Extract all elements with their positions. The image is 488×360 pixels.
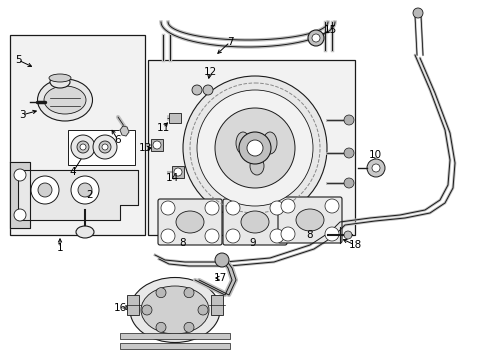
- Text: 17: 17: [213, 273, 226, 283]
- Ellipse shape: [263, 132, 276, 154]
- Bar: [10, 35, 145, 235]
- Circle shape: [14, 209, 26, 221]
- Circle shape: [102, 144, 108, 150]
- Text: 4: 4: [70, 167, 76, 177]
- Bar: [210, 295, 223, 315]
- Ellipse shape: [141, 286, 208, 334]
- Text: 12: 12: [203, 67, 216, 77]
- Bar: [120, 343, 229, 349]
- Bar: [169, 113, 181, 123]
- Bar: [127, 295, 139, 315]
- Circle shape: [269, 201, 284, 215]
- Text: 6: 6: [115, 135, 121, 145]
- Ellipse shape: [50, 76, 70, 88]
- Text: 9: 9: [249, 238, 256, 248]
- Circle shape: [174, 168, 182, 176]
- Circle shape: [80, 144, 86, 150]
- Text: 15: 15: [323, 25, 336, 35]
- Circle shape: [239, 132, 270, 164]
- Circle shape: [156, 288, 165, 298]
- Circle shape: [225, 201, 240, 215]
- Text: 10: 10: [367, 150, 381, 160]
- Ellipse shape: [236, 132, 249, 154]
- Circle shape: [215, 253, 228, 267]
- Text: 16: 16: [113, 303, 126, 313]
- Circle shape: [183, 288, 194, 298]
- FancyBboxPatch shape: [158, 199, 222, 245]
- Ellipse shape: [38, 79, 92, 121]
- Circle shape: [269, 229, 284, 243]
- Circle shape: [371, 164, 379, 172]
- Circle shape: [71, 135, 95, 159]
- Text: 3: 3: [19, 110, 25, 120]
- Bar: [151, 139, 163, 151]
- Circle shape: [281, 199, 294, 213]
- Bar: [172, 166, 183, 178]
- Circle shape: [412, 8, 422, 18]
- Text: 11: 11: [156, 123, 169, 133]
- Circle shape: [366, 159, 384, 177]
- Circle shape: [183, 322, 194, 332]
- Circle shape: [311, 34, 319, 42]
- Circle shape: [38, 183, 52, 197]
- Circle shape: [14, 169, 26, 181]
- Circle shape: [93, 135, 117, 159]
- Ellipse shape: [76, 226, 94, 238]
- Text: 2: 2: [86, 190, 93, 200]
- Circle shape: [204, 229, 219, 243]
- Circle shape: [325, 227, 338, 241]
- Text: 18: 18: [347, 240, 361, 250]
- Bar: [68, 130, 135, 165]
- Circle shape: [183, 76, 326, 220]
- Text: 14: 14: [165, 173, 178, 183]
- Text: 8: 8: [306, 230, 313, 240]
- Text: 1: 1: [57, 243, 63, 253]
- FancyBboxPatch shape: [278, 197, 341, 243]
- Circle shape: [192, 85, 202, 95]
- Circle shape: [78, 183, 92, 197]
- Circle shape: [343, 178, 353, 188]
- Bar: [120, 333, 229, 339]
- Circle shape: [77, 141, 89, 153]
- Text: 7: 7: [226, 37, 233, 47]
- Circle shape: [31, 176, 59, 204]
- Circle shape: [161, 229, 175, 243]
- Ellipse shape: [49, 74, 71, 82]
- Circle shape: [161, 201, 175, 215]
- Circle shape: [197, 90, 312, 206]
- Circle shape: [215, 108, 294, 188]
- Ellipse shape: [176, 211, 203, 233]
- Circle shape: [343, 115, 353, 125]
- Text: 8: 8: [179, 238, 186, 248]
- Circle shape: [156, 322, 165, 332]
- Circle shape: [203, 85, 213, 95]
- Circle shape: [153, 141, 161, 149]
- Circle shape: [246, 140, 263, 156]
- Circle shape: [343, 148, 353, 158]
- Circle shape: [99, 141, 111, 153]
- Circle shape: [325, 199, 338, 213]
- Polygon shape: [120, 126, 129, 136]
- Circle shape: [307, 30, 324, 46]
- Polygon shape: [18, 170, 138, 220]
- Circle shape: [198, 305, 207, 315]
- Circle shape: [343, 231, 351, 239]
- Circle shape: [142, 305, 152, 315]
- Circle shape: [225, 229, 240, 243]
- Text: 13: 13: [138, 143, 151, 153]
- Circle shape: [71, 176, 99, 204]
- Ellipse shape: [130, 278, 220, 342]
- FancyBboxPatch shape: [223, 199, 286, 245]
- Polygon shape: [10, 162, 30, 228]
- Bar: [148, 60, 354, 235]
- Ellipse shape: [295, 209, 324, 231]
- Ellipse shape: [249, 157, 264, 175]
- Ellipse shape: [44, 86, 86, 114]
- Text: 5: 5: [15, 55, 21, 65]
- Ellipse shape: [241, 211, 268, 233]
- Circle shape: [204, 201, 219, 215]
- Circle shape: [281, 227, 294, 241]
